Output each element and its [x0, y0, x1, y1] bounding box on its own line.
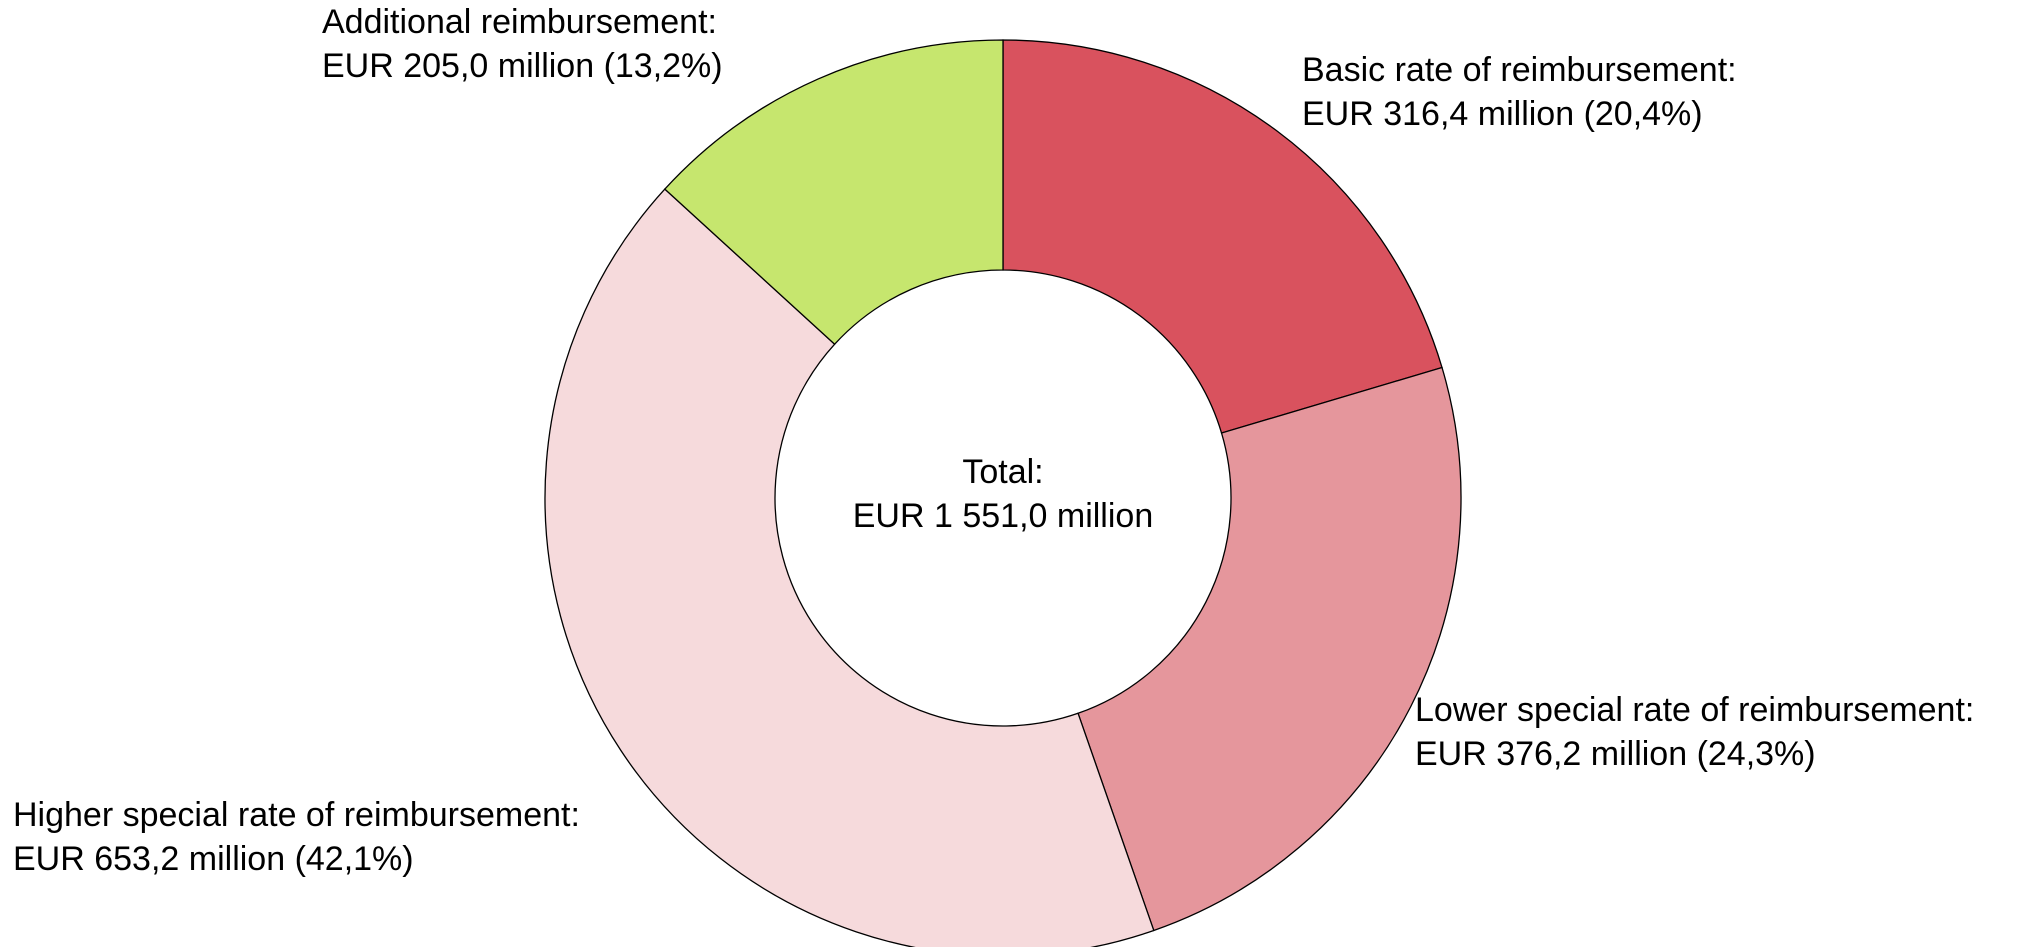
donut-segment [663, 39, 1004, 346]
center-label: Total: [962, 453, 1043, 491]
center-label: EUR 1 551,0 million [853, 497, 1153, 535]
segment-label: Lower special rate of reimbursement: [1415, 691, 1974, 729]
donut-segment [1002, 39, 1443, 434]
segment-label: Higher special rate of reimbursement: [13, 796, 580, 834]
segment-label: Basic rate of reimbursement: [1302, 51, 1737, 89]
donut-segment [1077, 366, 1462, 932]
segment-label: Additional reimbursement: [322, 3, 717, 41]
segment-value-label: EUR 653,2 million (42,1%) [13, 840, 414, 878]
segment-value-label: EUR 205,0 million (13,2%) [322, 47, 723, 85]
segment-value-label: EUR 316,4 million (20,4%) [1302, 95, 1703, 133]
donut-segment [544, 188, 1155, 947]
segment-value-label: EUR 376,2 million (24,3%) [1415, 735, 1816, 773]
